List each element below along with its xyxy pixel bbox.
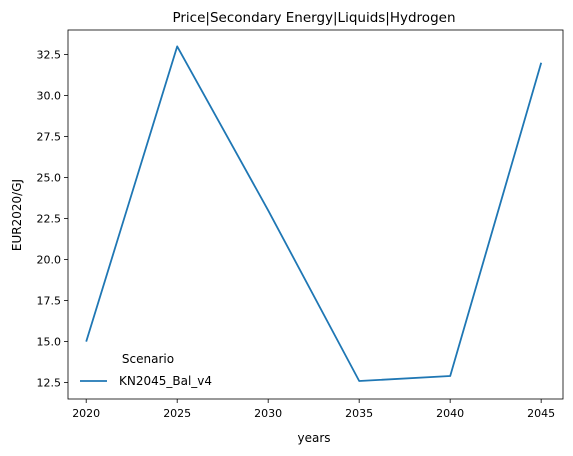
x-tick-label: 2030 <box>254 407 282 420</box>
y-tick-label: 20.0 <box>37 254 62 267</box>
y-tick-label: 27.5 <box>37 131 62 144</box>
chart-title: Price|Secondary Energy|Liquids|Hydrogen <box>172 10 455 26</box>
plot-area <box>67 29 564 400</box>
x-tick-label: 2035 <box>345 407 373 420</box>
legend-entry-label: KN2045_Bal_v4 <box>119 374 212 388</box>
x-tick-label: 2020 <box>72 407 100 420</box>
y-tick-label: 25.0 <box>37 172 62 185</box>
x-tick-label: 2025 <box>163 407 191 420</box>
y-tick-label: 30.0 <box>37 90 62 103</box>
x-axis: 2020 2025 2030 2035 2040 2045 <box>72 399 555 420</box>
series-layer <box>85 45 543 382</box>
series-line-0 <box>85 45 543 382</box>
legend-title: Scenario <box>122 352 174 366</box>
legend: Scenario KN2045_Bal_v4 <box>80 352 212 388</box>
y-tick-label: 12.5 <box>37 377 62 390</box>
x-tick-label: 2045 <box>527 407 555 420</box>
y-tick-label: 17.5 <box>37 295 62 308</box>
x-tick-label: 2040 <box>436 407 464 420</box>
y-tick-label: 32.5 <box>37 49 62 62</box>
x-axis-label: years <box>297 431 330 445</box>
y-axis: 12.5 15.0 17.5 20.0 22.5 25.0 27.5 30.0 32.5 <box>37 49 68 390</box>
y-tick-label: 15.0 <box>37 336 62 349</box>
y-tick-label: 22.5 <box>37 213 62 226</box>
plot-frame <box>67 29 564 400</box>
y-axis-label: EUR2020/GJ <box>10 179 24 251</box>
